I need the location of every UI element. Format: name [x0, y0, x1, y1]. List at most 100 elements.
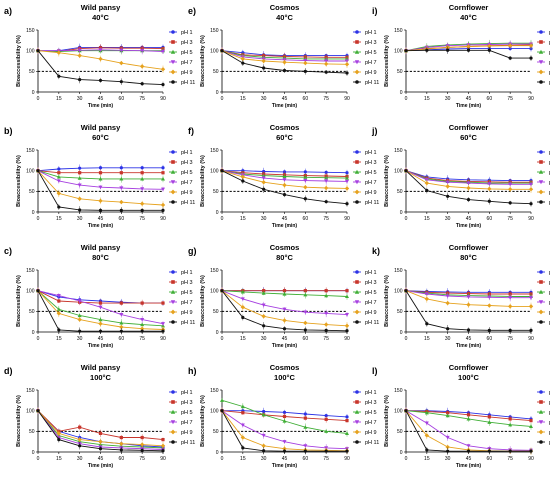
legend-marker — [539, 150, 543, 154]
legend-marker — [539, 270, 543, 274]
data-point — [119, 329, 123, 333]
y-tick-label: 100 — [210, 288, 219, 294]
data-point — [303, 292, 308, 297]
legend-marker — [354, 169, 360, 174]
x-tick-label: 15 — [424, 216, 430, 222]
panel-letter: l) — [372, 366, 378, 376]
x-tick-label: 15 — [240, 456, 246, 462]
data-point — [98, 431, 103, 435]
data-point — [345, 202, 349, 206]
data-point — [241, 315, 245, 320]
data-point — [324, 179, 329, 183]
data-point — [78, 425, 82, 429]
legend-marker — [538, 189, 544, 195]
panel-subtitle: 40°C — [92, 13, 109, 22]
data-point — [282, 60, 287, 65]
data-point — [404, 409, 408, 413]
data-point — [303, 449, 307, 453]
y-axis-label: Bioaccessibility (%) — [16, 395, 22, 447]
y-tick-label: 100 — [394, 48, 403, 54]
data-point — [119, 301, 123, 305]
data-point — [78, 166, 82, 170]
data-point — [77, 437, 82, 442]
data-point — [529, 202, 533, 206]
data-point — [424, 292, 429, 296]
data-point — [261, 291, 266, 295]
x-tick-label: 15 — [56, 216, 62, 222]
data-point — [446, 48, 450, 52]
legend-marker — [355, 200, 359, 204]
data-point — [324, 289, 328, 293]
x-tick-label: 30 — [77, 216, 83, 222]
data-point — [529, 296, 533, 300]
x-tick-label: 30 — [261, 336, 267, 342]
data-point — [487, 449, 491, 453]
data-point — [98, 447, 103, 451]
data-point — [240, 297, 245, 301]
data-point — [161, 49, 165, 54]
data-point — [324, 170, 328, 174]
data-point — [78, 444, 82, 448]
legend-marker — [539, 30, 543, 34]
panel-subtitle: 80°C — [92, 253, 109, 262]
y-tick-label: 150 — [26, 148, 35, 154]
x-tick-label: 45 — [282, 336, 288, 342]
legend-marker — [539, 440, 543, 444]
data-point — [424, 433, 430, 438]
legend-marker — [538, 409, 544, 414]
legend-label: pH 1 — [181, 390, 193, 396]
y-tick-label: 0 — [32, 330, 35, 336]
data-point — [445, 413, 450, 418]
panel-subtitle: 100°C — [90, 373, 112, 382]
legend-marker — [171, 150, 175, 154]
x-tick-label: 15 — [56, 336, 62, 342]
data-point — [529, 449, 533, 453]
legend-marker — [539, 80, 543, 84]
data-point — [345, 313, 349, 317]
legend-label: pH 1 — [365, 30, 377, 36]
x-tick-label: 45 — [466, 456, 472, 462]
data-point — [98, 48, 103, 52]
data-point — [508, 417, 512, 421]
data-point — [466, 416, 471, 421]
data-point — [240, 174, 246, 180]
x-tick-label: 45 — [98, 216, 104, 222]
data-point — [261, 433, 266, 438]
x-tick-label: 75 — [323, 216, 329, 222]
data-point — [487, 415, 491, 419]
y-axis-label: Bioaccessibility (%) — [200, 395, 206, 447]
y-tick-label: 150 — [26, 388, 35, 394]
legend-label: pH 11 — [181, 440, 195, 446]
legend-marker — [539, 320, 543, 324]
data-point — [262, 187, 266, 191]
legend-label: pH 11 — [365, 200, 379, 206]
data-point — [323, 322, 329, 327]
data-point — [140, 448, 144, 452]
data-point — [487, 328, 491, 332]
x-tick-label: 45 — [282, 216, 288, 222]
legend-marker — [538, 169, 544, 174]
data-point — [445, 300, 450, 306]
y-tick-label: 150 — [210, 268, 219, 274]
y-tick-label: 100 — [394, 288, 403, 294]
legend-label: pH 1 — [365, 390, 377, 396]
y-axis-label: Bioaccessibility (%) — [384, 395, 390, 447]
legend-label: pH 3 — [181, 400, 193, 406]
data-point — [466, 44, 471, 49]
x-tick-label: 15 — [240, 336, 246, 342]
data-point — [240, 435, 246, 440]
legend-marker — [355, 80, 359, 84]
data-point — [324, 70, 328, 74]
legend-marker — [171, 160, 175, 164]
data-point — [119, 448, 123, 452]
y-tick-label: 0 — [32, 210, 35, 216]
panel-title: Wild pansy — [81, 3, 121, 12]
legend-label: pH 11 — [365, 440, 379, 446]
data-point — [466, 198, 471, 202]
data-point — [345, 431, 349, 435]
legend-label: pH 5 — [365, 410, 377, 416]
data-point — [241, 411, 245, 415]
x-tick-label: 15 — [424, 96, 430, 102]
data-point — [529, 56, 533, 60]
